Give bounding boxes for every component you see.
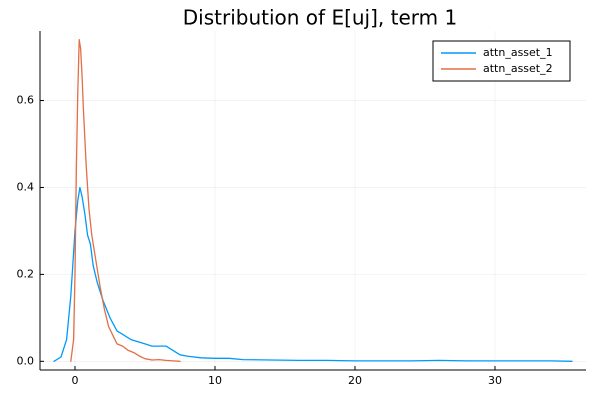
series-line-attn-asset-2 xyxy=(70,39,181,362)
y-tick-label: 0.4 xyxy=(17,180,35,193)
legend-box xyxy=(432,40,571,82)
series-line-attn-asset-1 xyxy=(53,186,573,362)
x-tick-label: 10 xyxy=(208,374,222,387)
axes-layer: 0 10 20 30 0.0 0.2 0.4 0.6 xyxy=(17,31,586,387)
x-tick-label: 0 xyxy=(72,374,79,387)
y-tick-label: 0.2 xyxy=(17,267,35,280)
y-tick-label: 0.0 xyxy=(17,354,35,367)
chart-title: Distribution of E[uj], term 1 xyxy=(183,6,457,30)
legend-label-attn-asset-2: attn_asset_2 xyxy=(483,62,553,75)
x-tick-label: 20 xyxy=(348,374,362,387)
x-tick-label: 30 xyxy=(488,374,502,387)
series-layer xyxy=(53,39,573,362)
legend: attn_asset_1 attn_asset_2 xyxy=(432,40,571,82)
grid-layer xyxy=(40,31,586,370)
legend-label-attn-asset-1: attn_asset_1 xyxy=(483,46,553,59)
y-tick-label: 0.6 xyxy=(17,94,35,107)
